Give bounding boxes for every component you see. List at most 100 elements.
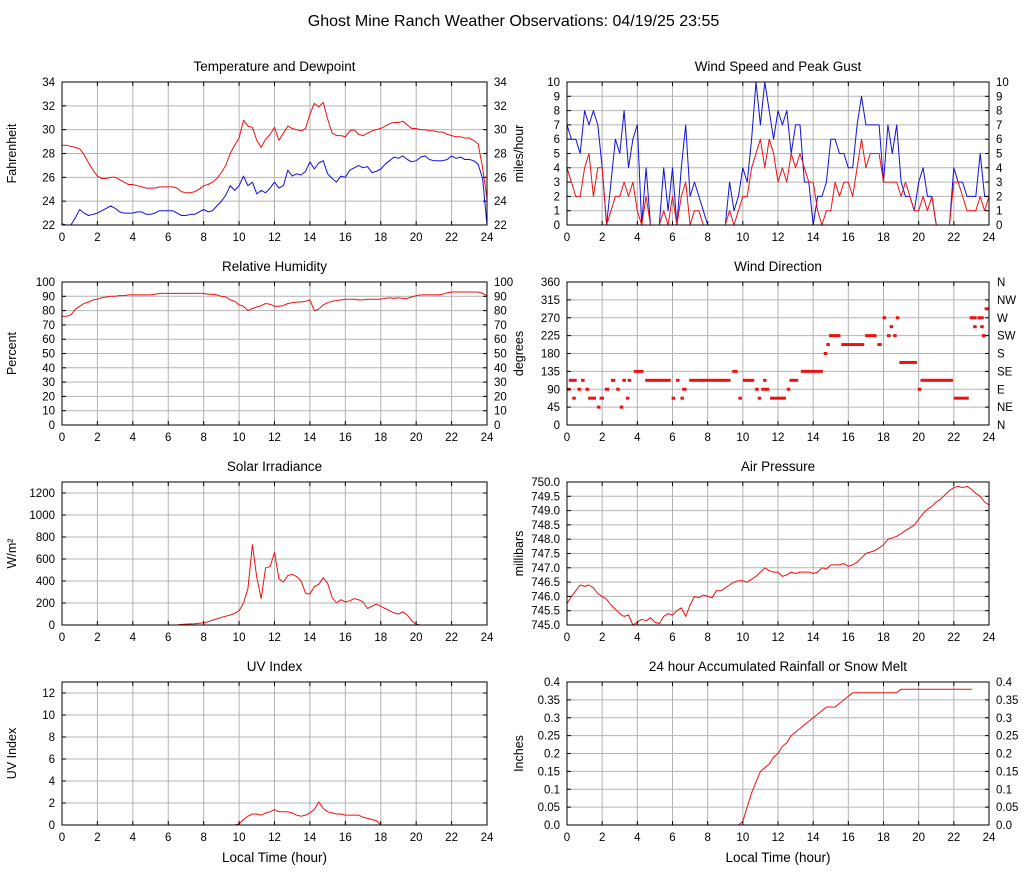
wind-direction-point-run	[568, 378, 577, 382]
wind-direction-compass-label: SW	[997, 331, 1016, 343]
uv-index-xtick-label: 10	[233, 832, 246, 844]
rainfall-ytick-label: 0.15	[538, 766, 560, 778]
uv-index-xtick-label: 0	[59, 832, 65, 844]
wind-direction-point-run	[763, 378, 767, 382]
wind-direction-ytick-label: 270	[541, 313, 560, 325]
wind-speed-gust-xtick-label: 24	[983, 232, 996, 244]
wind-direction-xtick-label: 0	[564, 432, 570, 444]
wind-direction-point-run	[671, 396, 676, 400]
uv-index-axes	[61, 681, 488, 826]
relative-humidity-xtick-label: 20	[410, 432, 423, 444]
wind-direction-series	[567, 307, 989, 409]
wind-direction-xtick-label: 2	[599, 432, 605, 444]
wind-direction-point-run	[761, 387, 765, 391]
wind-direction-point-run	[627, 378, 632, 382]
rainfall-chart: 24 hour Accumulated Rainfall or Snow Mel…	[512, 644, 1027, 872]
wind-direction-xtick-label: 24	[983, 432, 996, 444]
temperature-dewpoint-ytick-label: 34	[42, 77, 55, 89]
wind-speed-gust-ytick-label: 1	[554, 206, 560, 218]
wind-direction-point-run	[588, 396, 597, 400]
relative-humidity-ytick-label-right: 90	[494, 291, 507, 303]
relative-humidity-ytick-label-right: 20	[494, 391, 507, 403]
temperature-dewpoint-ytick-label: 26	[42, 172, 55, 184]
air-pressure-ytick-label: 746.0	[531, 591, 560, 603]
air-pressure-labels: Air Pressure 745.0 745.5 746.0 746.5 747.0 747…	[512, 459, 996, 644]
air-pressure-xtick-label: 6	[669, 632, 675, 644]
rainfall-xtick-label: 12	[772, 832, 785, 844]
wind-direction-compass-label: NE	[997, 402, 1013, 414]
wind-speed-gust-xtick-label: 6	[669, 232, 675, 244]
air-pressure-xtick-label: 24	[983, 632, 996, 644]
wind-direction-point-run	[893, 334, 897, 338]
wind-speed-gust-title: Wind Speed and Peak Gust	[695, 59, 862, 74]
air-pressure-chart: Air Pressure 745.0 745.5 746.0 746.5 747.0 747…	[512, 444, 1027, 644]
wind-direction-compass-label: E	[997, 384, 1005, 396]
wind-speed-gust-ytick-label-right: 2	[996, 191, 1002, 203]
chart-canvas: Air Pressure 745.0 745.5 746.0 746.5 747.0 747…	[512, 459, 996, 644]
relative-humidity-grid	[62, 282, 487, 425]
temperature-dewpoint-ytick-label: 30	[42, 125, 55, 137]
wind-direction-point-run	[977, 316, 984, 320]
wind-speed-gust-xtick-label: 16	[842, 232, 855, 244]
wind-direction-point-run	[625, 396, 630, 400]
uv-index-title: UV Index	[247, 659, 303, 674]
relative-humidity-ytick-label-right: 40	[494, 363, 507, 375]
wind-speed-gust-series-peak-gust	[566, 81, 990, 226]
relative-humidity-xtick-label: 4	[130, 432, 137, 444]
wind-direction-point-run	[877, 343, 882, 347]
wind-speed-gust-ytick-label-right: 9	[996, 91, 1002, 103]
wind-direction-xtick-label: 20	[912, 432, 925, 444]
air-pressure-xtick-label: 0	[564, 632, 570, 644]
rainfall-ytick-label: 0.3	[544, 713, 560, 725]
wind-direction-axes	[566, 281, 990, 426]
air-pressure-ytick-label: 747.5	[531, 549, 560, 561]
relative-humidity-ytick-label: 10	[42, 406, 55, 418]
relative-humidity-ytick-label-right: 80	[494, 306, 507, 318]
air-pressure-ytick-label: 745.0	[531, 620, 560, 632]
air-pressure-yaxis-label: millibars	[512, 531, 526, 577]
relative-humidity-xtick-label: 16	[339, 432, 352, 444]
air-pressure-ytick-label: 745.5	[531, 606, 560, 618]
uv-index-xaxis-label: Local Time (hour)	[222, 850, 327, 865]
solar-irradiance-ytick-label: 400	[36, 576, 55, 588]
wind-direction-point-run	[764, 387, 770, 391]
temperature-dewpoint-xtick-label: 20	[410, 232, 423, 244]
wind-direction-xtick-label: 22	[947, 432, 960, 444]
uv-index-ytick-label: 10	[42, 710, 55, 722]
wind-direction-point-run	[973, 325, 977, 329]
rainfall-axes	[566, 681, 990, 826]
uv-index-xtick-label: 18	[374, 832, 387, 844]
wind-speed-gust-axes	[566, 81, 990, 226]
charts-grid: Temperature and Dewpoint 22 22 24 24 26 26 28 28…	[0, 44, 1027, 872]
wind-direction-ytick-label: 0	[554, 420, 560, 432]
page-title: Ghost Mine Ranch Weather Observations: 0…	[307, 13, 720, 30]
temperature-dewpoint-xtick-label: 2	[94, 232, 100, 244]
relative-humidity-xtick-label: 14	[304, 432, 317, 444]
temperature-dewpoint-ytick-label: 28	[42, 149, 55, 161]
relative-humidity-ytick-label-right: 30	[494, 377, 507, 389]
wind-direction-grid	[567, 282, 989, 425]
wind-direction-compass-label: N	[997, 420, 1005, 432]
wind-direction-xtick-label: 8	[704, 432, 710, 444]
air-pressure-axes	[566, 481, 990, 626]
wind-speed-gust-ytick-label: 2	[554, 191, 560, 203]
temperature-dewpoint-series-temperature	[61, 101, 488, 200]
wind-direction-point-run	[622, 378, 626, 382]
rainfall-xtick-label: 6	[669, 832, 675, 844]
temperature-dewpoint-ytick-label-right: 26	[494, 172, 507, 184]
relative-humidity-ytick-label-right: 0	[494, 420, 500, 432]
wind-direction-point-run	[882, 316, 887, 320]
solar-irradiance-xtick-label: 6	[165, 632, 171, 644]
wind-direction-point-run	[689, 378, 731, 382]
wind-direction-compass-label: S	[997, 349, 1005, 361]
wind-speed-gust-ytick-label-right: 3	[996, 177, 1002, 189]
air-pressure-xtick-label: 10	[736, 632, 749, 644]
air-pressure-ytick-label: 749.5	[531, 491, 560, 503]
rainfall-ytick-label: 0.4	[544, 677, 561, 689]
relative-humidity-ytick-label: 50	[42, 349, 55, 361]
temperature-dewpoint-yaxis-label: Fahrenheit	[5, 123, 19, 183]
